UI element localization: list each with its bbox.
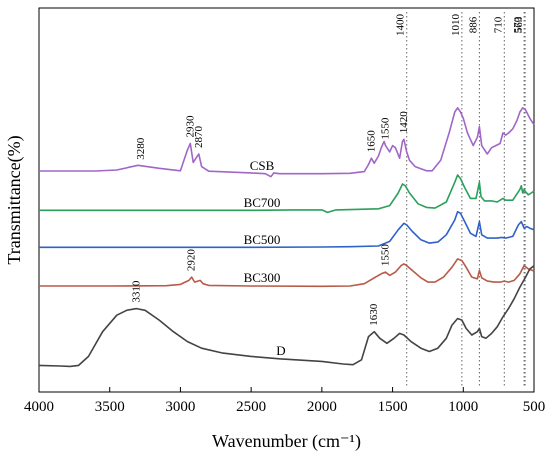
reference-line-label-1400: 1400: [395, 14, 407, 37]
series-label-csb: CSB: [250, 158, 275, 173]
series-label-bc500: BC500: [244, 232, 281, 247]
peak-label-d-1630: 1630: [368, 303, 380, 326]
x-tick-label-500: 500: [523, 399, 546, 415]
peak-label-d-3310: 3310: [131, 280, 143, 303]
peak-label-csb-1420: 1420: [398, 111, 410, 134]
series-names: CSB BC700 BC500 BC300 D: [244, 158, 286, 358]
peak-label-bc300-1550: 1550: [380, 244, 392, 267]
peak-label-csb-1550: 1550: [380, 117, 392, 140]
reference-line-label-563: 563: [513, 16, 525, 33]
series-line-bc500: [39, 210, 535, 249]
plot-frame: [38, 7, 535, 393]
series-layer: [38, 107, 535, 368]
series-label-bc300: BC300: [244, 270, 281, 285]
peak-label-csb-1650: 1650: [365, 130, 377, 153]
peak-label-csb-2930: 2930: [184, 115, 196, 138]
reference-line-label-1010: 1010: [450, 14, 462, 37]
reference-line-label-886: 886: [467, 16, 479, 33]
x-tick-label-1000: 1000: [448, 399, 478, 415]
reference-line-label-710: 710: [492, 16, 504, 33]
x-tick-label-2000: 2000: [307, 399, 337, 415]
peak-label-bc300-2920: 2920: [186, 249, 198, 272]
series-line-d: [38, 265, 535, 368]
x-axis-ticks: 4000 3500 3000 2500 2000 1500 1000 500: [24, 387, 545, 415]
x-tick-label-3000: 3000: [165, 399, 195, 415]
series-line-bc300: [39, 258, 535, 288]
series-label-d: D: [276, 343, 285, 358]
x-tick-label-1500: 1500: [378, 399, 408, 415]
series-line-csb: [39, 107, 535, 178]
series-label-bc700: BC700: [244, 195, 281, 210]
y-axis-title: Transmittance(%): [4, 135, 25, 264]
peak-label-csb-3280: 3280: [135, 137, 147, 160]
reference-line-label-570: 570: [512, 16, 524, 33]
x-tick-label-3500: 3500: [95, 399, 125, 415]
x-tick-label-2500: 2500: [236, 399, 266, 415]
x-axis-title: Wavenumber (cm⁻¹): [212, 431, 361, 452]
x-tick-label-4000: 4000: [24, 399, 54, 415]
series-line-bc700: [39, 174, 535, 214]
peak-label-csb-2870: 2870: [193, 126, 205, 149]
